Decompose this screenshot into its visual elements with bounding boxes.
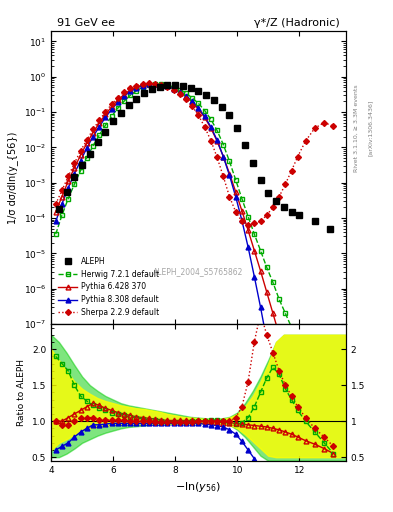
Y-axis label: Ratio to ALEPH: Ratio to ALEPH [17, 359, 26, 426]
Text: 91 GeV ee: 91 GeV ee [57, 18, 115, 28]
Text: γ*/Z (Hadronic): γ*/Z (Hadronic) [254, 18, 340, 28]
Legend: ALEPH, Herwig 7.2.1 default, Pythia 6.428 370, Pythia 8.308 default, Sherpa 2.2.: ALEPH, Herwig 7.2.1 default, Pythia 6.42… [55, 254, 162, 320]
Text: [arXiv:1306.3436]: [arXiv:1306.3436] [367, 100, 373, 156]
Text: ALEPH_2004_S5765862: ALEPH_2004_S5765862 [153, 267, 244, 275]
Y-axis label: 1/σ dσ/dln(y_{56}): 1/σ dσ/dln(y_{56}) [7, 131, 18, 224]
X-axis label: $-\ln(y_{56})$: $-\ln(y_{56})$ [175, 480, 222, 494]
Text: Rivet 3.1.10, ≥ 3.3M events: Rivet 3.1.10, ≥ 3.3M events [354, 84, 359, 172]
